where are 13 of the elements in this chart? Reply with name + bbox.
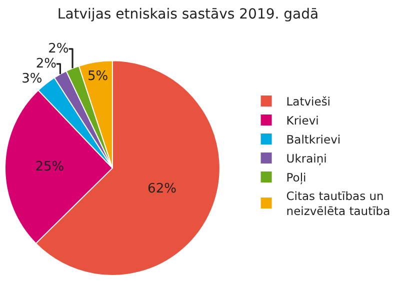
legend-label: Ukraiņi xyxy=(286,151,327,166)
legend-label: Krievi xyxy=(286,113,319,128)
data-label: 62% xyxy=(148,181,176,196)
chart-title: Latvijas etniskais sastāvs 2019. gadā xyxy=(57,6,319,22)
data-label: 25% xyxy=(35,160,64,175)
legend-label: Citas tautības un neizvēlēta tautība xyxy=(286,188,390,218)
data-label: 3% xyxy=(22,71,42,86)
legend-label: Baltkrievi xyxy=(286,132,341,146)
data-label: 2% xyxy=(48,41,69,56)
legend-label: Latvieši xyxy=(286,94,331,108)
data-label: 2% xyxy=(36,56,56,72)
legend-label: Poļi xyxy=(286,170,306,184)
data-label: 5% xyxy=(87,68,108,84)
